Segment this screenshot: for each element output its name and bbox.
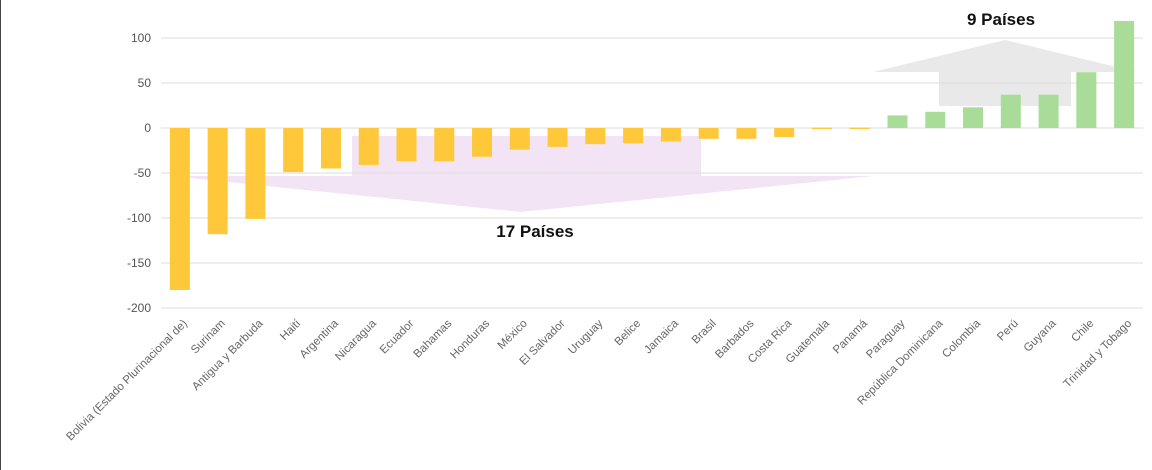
x-tick-label: Ecuador <box>378 318 417 357</box>
bar <box>623 128 644 144</box>
x-tick-label: Bahamas <box>412 317 455 360</box>
y-tick-label: -200 <box>127 301 151 315</box>
bar <box>283 128 304 173</box>
x-tick-label: Haití <box>278 317 304 343</box>
y-tick-label: -100 <box>127 211 151 225</box>
y-tick-label: -150 <box>127 256 151 270</box>
bar <box>1038 94 1059 128</box>
x-tick-label: Colombia <box>940 317 983 360</box>
bar <box>698 128 719 139</box>
y-tick-label: 100 <box>131 31 151 45</box>
annotation-down-count: 17 Países <box>496 222 574 241</box>
x-tick-label: Antigua y Barbuda <box>190 317 266 393</box>
bar <box>169 128 190 290</box>
x-tick-label: Surinam <box>189 318 228 357</box>
y-axis: 100 50 0 -50 -100 -150 -200 <box>127 31 151 315</box>
bar <box>1076 72 1097 128</box>
bar <box>887 115 908 128</box>
x-tick-label: Uruguay <box>566 317 605 356</box>
bar <box>736 128 757 139</box>
bar <box>963 107 984 128</box>
x-tick-label: Nicaragua <box>333 317 379 363</box>
x-tick-label: Belice <box>613 318 644 349</box>
x-tick-label: Bolivia (Estado Plurinacional de) <box>64 318 190 444</box>
x-tick-label: México <box>496 318 530 352</box>
bar <box>509 128 530 150</box>
bar <box>774 128 795 137</box>
x-tick-label: Trinidad y Tobago <box>1062 318 1135 391</box>
bar <box>925 111 946 128</box>
bar <box>811 127 832 129</box>
x-axis: Bolivia (Estado Plurinacional de)Surinam… <box>64 317 1134 443</box>
bar <box>660 128 681 142</box>
down-arrow-shape <box>169 136 873 212</box>
bar <box>585 128 606 145</box>
x-tick-label: Panamá <box>831 317 870 356</box>
bar <box>1000 94 1021 128</box>
bar <box>207 128 228 235</box>
up-arrow-shape <box>873 40 1137 106</box>
x-tick-label: Jamaica <box>642 317 681 356</box>
x-tick-label: Perú <box>995 318 1021 344</box>
y-tick-label: -50 <box>134 166 152 180</box>
bar <box>849 127 870 129</box>
x-tick-label: Honduras <box>448 317 492 361</box>
x-tick-label: Chile <box>1069 318 1096 345</box>
trend-arrows <box>169 40 1137 212</box>
bar <box>472 128 493 157</box>
bar <box>1114 20 1135 128</box>
bar <box>396 128 417 162</box>
y-tick-label: 50 <box>138 76 152 90</box>
bar <box>358 128 379 165</box>
bar <box>434 128 455 162</box>
bar <box>245 128 266 219</box>
bar <box>547 128 568 147</box>
bar <box>320 128 341 169</box>
annotation-up-count: 9 Países <box>967 10 1035 29</box>
x-tick-label: Brasil <box>690 318 719 347</box>
y-tick-label: 0 <box>144 121 151 135</box>
x-tick-label: Guyana <box>1022 317 1059 354</box>
bars <box>169 20 1135 290</box>
